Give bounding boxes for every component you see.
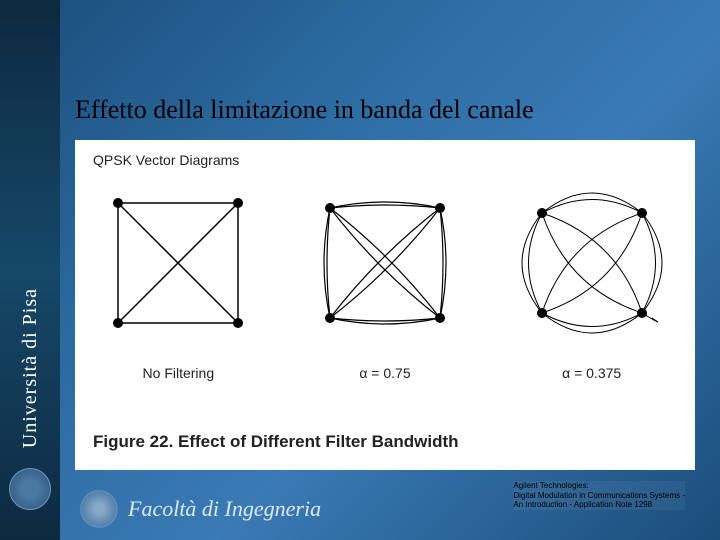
diagram-alpha-075 — [300, 178, 470, 348]
gear-icon — [80, 490, 118, 528]
figure-panel: QPSK Vector Diagrams — [75, 140, 695, 470]
figure-heading: QPSK Vector Diagrams — [93, 152, 239, 168]
figure-caption: Figure 22. Effect of Different Filter Ba… — [93, 432, 459, 452]
university-name: Università di Pisa — [19, 288, 42, 448]
university-seal-icon — [9, 468, 51, 510]
diagram-no-filtering — [93, 178, 263, 348]
citation-line2: Digital Modulation in Communications Sys… — [513, 491, 685, 501]
citation: Agilent Technologies: Digital Modulation… — [513, 481, 685, 510]
label-alpha-0375: α = 0.375 — [507, 365, 677, 381]
citation-line3: An Introduction - Application Note 1298 — [513, 500, 685, 510]
label-no-filtering: No Filtering — [93, 365, 263, 381]
diagrams-row — [75, 178, 695, 348]
sidebar: Università di Pisa — [0, 0, 60, 540]
slide-title: Effetto della limitazione in banda del c… — [75, 95, 534, 125]
citation-line1: Agilent Technologies: — [513, 481, 685, 491]
label-alpha-075: α = 0.75 — [300, 365, 470, 381]
footer: Facoltà di Ingegneria — [80, 490, 321, 528]
faculty-name: Facoltà di Ingegneria — [128, 496, 321, 522]
diagram-labels: No Filtering α = 0.75 α = 0.375 — [75, 365, 695, 381]
diagram-alpha-0375 — [507, 178, 677, 348]
